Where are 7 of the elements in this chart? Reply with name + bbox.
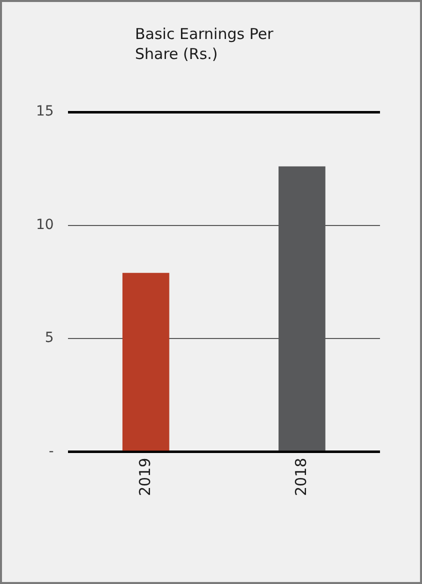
y-tick-label: 5 <box>44 330 54 346</box>
y-tick-label: 15 <box>36 104 54 120</box>
chart-title: Basic Earnings Per Share (Rs.) <box>135 24 274 64</box>
x-tick-label: 2018 <box>292 458 310 496</box>
y-tick-label: 10 <box>36 216 54 233</box>
y-tick-label: - <box>48 443 54 460</box>
x-tick-label: 2019 <box>136 458 154 496</box>
